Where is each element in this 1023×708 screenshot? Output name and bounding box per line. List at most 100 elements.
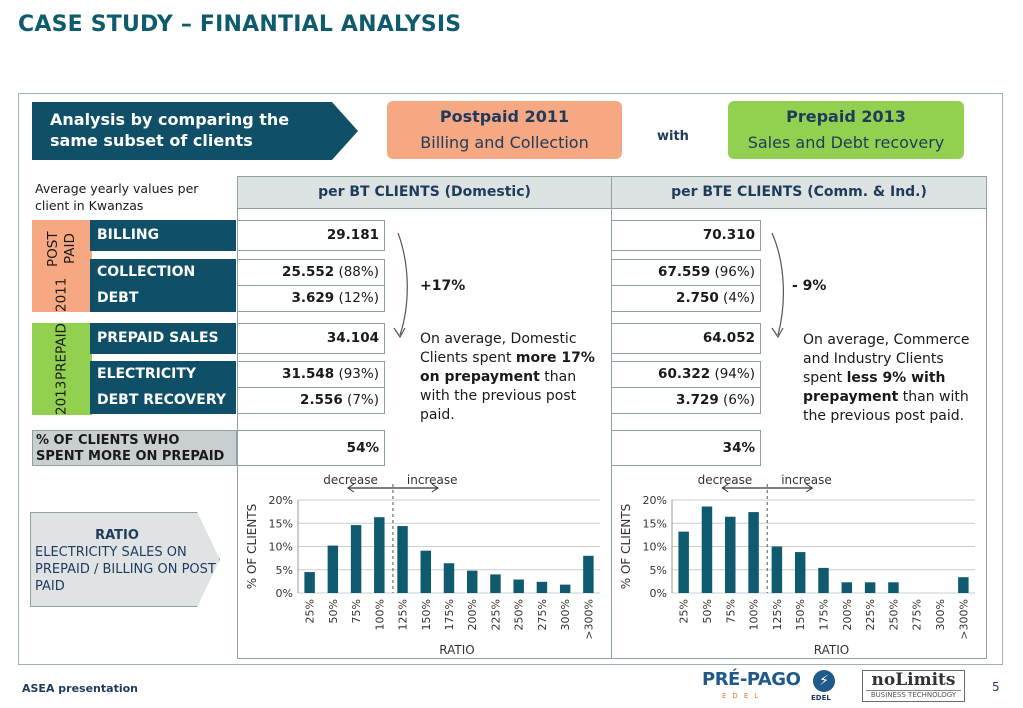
- x-tick-label: 50%: [327, 599, 340, 623]
- arrow-right-icon: [805, 483, 814, 493]
- x-tick-label: 25%: [678, 599, 691, 623]
- bte-collection-value: 67.559: [658, 264, 711, 280]
- bt-electricity-cell: 31.548 (93%): [237, 361, 385, 388]
- bar: [771, 546, 783, 593]
- y-tick-label: 15%: [643, 517, 667, 530]
- bar: [678, 531, 689, 593]
- chart-bt: 0% 5% 10% 15% 20% 25% 50% 75% 100% 125% 150% 175% 20…: [245, 473, 600, 657]
- bte-electricity-pct: (94%): [714, 366, 755, 382]
- pct-clients-line-1: % OF CLIENTS WHO: [36, 433, 180, 448]
- y-tick-label: 10%: [643, 541, 667, 554]
- prepaid-side-label: 2013 PREPAID: [32, 323, 92, 415]
- bar: [748, 512, 759, 593]
- bt-comment-bold: more 17% on prepayment: [420, 350, 595, 385]
- bte-prepaid-cell: 64.052: [611, 323, 761, 354]
- y-tick-label: 20%: [269, 494, 293, 507]
- bar: [420, 550, 431, 593]
- bt-comment: On average, Domestic Clients spent more …: [420, 330, 610, 425]
- ratio-heading: RATIO: [95, 528, 139, 543]
- bte-electricity-value: 60.322: [658, 366, 711, 382]
- x-tick-label: 225%: [864, 599, 877, 630]
- row-label-collection: COLLECTION: [97, 264, 196, 280]
- bar: [327, 545, 339, 593]
- increase-label: increase: [407, 473, 458, 487]
- bar: [725, 516, 736, 593]
- bte-change: - 9%: [792, 278, 827, 294]
- postpaid-subtitle: Billing and Collection: [420, 133, 589, 152]
- bt-debt-cell: 3.629 (12%): [237, 285, 385, 312]
- prepaid-subtitle: Sales and Debt recovery: [747, 133, 945, 152]
- bar: [490, 574, 501, 593]
- bte-billing-value: 70.310: [702, 227, 755, 243]
- bte-comment: On average, Commerce and Industry Client…: [803, 331, 983, 426]
- bar: [794, 552, 806, 593]
- arrow-right-icon: [431, 483, 439, 493]
- ratio-description: ELECTRICITY SALES ON PREPAID / BILLING O…: [35, 545, 216, 594]
- x-tick-label: 300%: [559, 599, 572, 630]
- x-tick-label: 125%: [397, 599, 410, 630]
- bar: [818, 567, 829, 593]
- nolimits-logo: noLimits BUSINESS TECHNOLOGY: [862, 670, 965, 702]
- bte-billing-cell: 70.310: [611, 220, 761, 251]
- bte-electricity-cell: 60.322 (94%): [611, 361, 761, 388]
- bte-comment-text-1: On average, Commerce and Industry Client…: [803, 332, 970, 386]
- analysis-line-2: same subset of clients: [50, 131, 253, 150]
- analysis-banner: Analysis by comparing the same subset of…: [32, 102, 358, 160]
- edel-logo-text: EDEL: [811, 694, 831, 702]
- bar: [888, 582, 899, 593]
- bt-prepaid-value: 34.104: [326, 330, 379, 346]
- x-tick-label: 150%: [420, 599, 433, 630]
- postpaid-side-label: 2011 POST PAID: [32, 220, 92, 312]
- y-axis-label: % OF CLIENTS: [245, 504, 259, 590]
- x-tick-label: 250%: [513, 599, 526, 630]
- bt-collection-pct: (88%): [338, 264, 379, 280]
- x-tick-label: 100%: [373, 599, 386, 630]
- x-tick-label: 150%: [794, 599, 807, 630]
- content-frame: [18, 93, 1003, 665]
- bar: [841, 582, 853, 593]
- bar: [374, 517, 385, 593]
- analysis-line-1: Analysis by comparing the: [50, 110, 290, 129]
- bte-pct-cell: 34%: [611, 430, 761, 466]
- bte-collection-cell: 67.559 (96%): [611, 259, 761, 286]
- bar: [958, 577, 969, 593]
- bt-curve-arrow-icon: [393, 232, 408, 339]
- bar: [864, 582, 876, 593]
- bt-prepaid-cell: 34.104: [237, 323, 385, 354]
- bt-electricity-value: 31.548: [282, 366, 335, 382]
- row-label-debt: DEBT: [97, 290, 139, 306]
- bt-billing-cell: 29.181: [237, 220, 385, 251]
- x-axis-label: RATIO: [439, 643, 474, 657]
- x-tick-label: 175%: [818, 599, 831, 630]
- row-label-debt-recovery: DEBT RECOVERY: [97, 392, 226, 408]
- x-tick-label: 275%: [911, 599, 924, 630]
- bt-debt-pct: (12%): [338, 290, 379, 306]
- x-tick-label: 50%: [701, 599, 714, 623]
- x-tick-label: 175%: [443, 599, 456, 630]
- bte-debt-cell: 2.750 (4%): [611, 285, 761, 312]
- column-divider-right: [986, 209, 987, 659]
- x-tick-label: 75%: [350, 599, 363, 623]
- bte-comment-bold: less 9% with prepayment: [803, 370, 946, 405]
- row-label-billing: BILLING: [90, 220, 236, 251]
- arrow-left-icon: [347, 483, 355, 493]
- bt-recovery-cell: 2.556 (7%): [237, 387, 385, 414]
- bt-change: +17%: [420, 278, 466, 294]
- average-note: Average yearly values per client in Kwan…: [35, 181, 199, 213]
- bar: [701, 506, 713, 593]
- bte-debt-pct: (4%): [723, 290, 755, 306]
- footer-text: ASEA presentation: [22, 682, 138, 695]
- row-label-electricity-recovery: ELECTRICITY DEBT RECOVERY: [90, 361, 236, 414]
- bt-collection-cell: 25.552 (88%): [237, 259, 385, 286]
- nolimits-logo-text: noLimits: [871, 670, 956, 690]
- prepago-logo-sub: EDEL: [722, 692, 765, 700]
- x-tick-label: 100%: [748, 599, 761, 630]
- prepago-logo: PRÉ-PAGO: [702, 669, 801, 690]
- prepaid-side-year: 2013: [53, 380, 70, 415]
- y-tick-label: 15%: [269, 517, 293, 530]
- decrease-label: decrease: [698, 473, 753, 487]
- bt-pct-value: 54%: [346, 440, 379, 456]
- row-label-pct-clients: % OF CLIENTS WHO SPENT MORE ON PREPAID: [32, 430, 237, 466]
- x-tick-label: 300%: [934, 599, 947, 630]
- bte-prepaid-value: 64.052: [702, 330, 755, 346]
